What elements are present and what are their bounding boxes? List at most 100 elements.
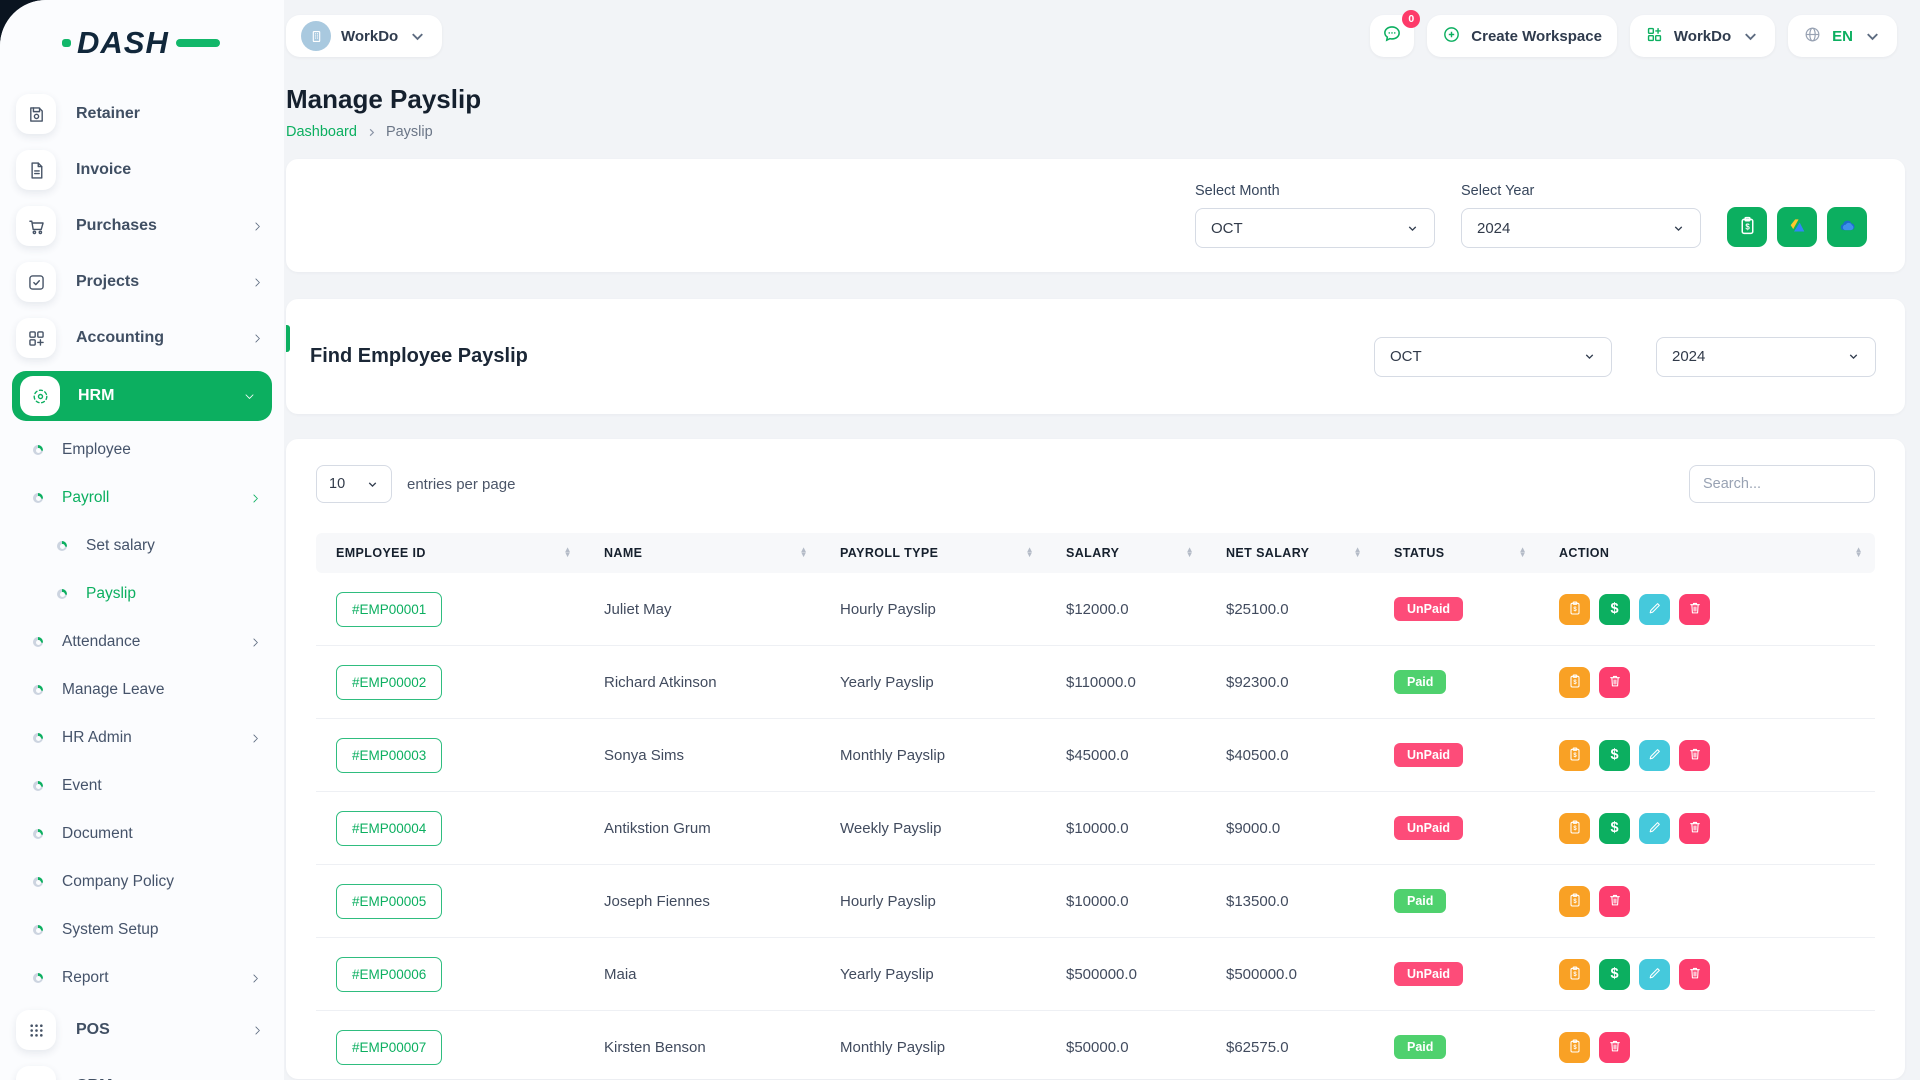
sidebar-item-set-salary[interactable]: Set salary (0, 522, 284, 570)
pencil-icon (1647, 965, 1663, 984)
logo[interactable]: DASH (0, 0, 284, 86)
employee-id-link[interactable]: #EMP00004 (336, 810, 443, 846)
delete-button[interactable] (1599, 1031, 1630, 1063)
delete-button[interactable] (1679, 958, 1710, 990)
pay-button[interactable]: $ (1599, 593, 1630, 625)
delete-button[interactable] (1679, 812, 1710, 844)
sidebar-item-payroll[interactable]: Payroll (0, 474, 284, 522)
sidebar-item-payslip[interactable]: Payslip (0, 570, 284, 618)
column-header-label: STATUS (1394, 546, 1445, 560)
payroll-type-cell: Hourly Payslip (840, 600, 936, 618)
delete-button[interactable] (1679, 739, 1710, 771)
sidebar-item-event[interactable]: Event (0, 762, 284, 810)
delete-button[interactable] (1599, 666, 1630, 698)
logo-text: DASH (77, 25, 169, 60)
sidebar-item-invoice[interactable]: Invoice (0, 142, 284, 198)
language-selector[interactable]: EN (1788, 15, 1897, 57)
search-input[interactable] (1689, 465, 1875, 503)
column-header-payroll-type: PAYROLL TYPE ▲ ▼ (820, 546, 1046, 560)
sort-icon[interactable]: ▲ ▼ (1518, 545, 1527, 559)
employee-id-link[interactable]: #EMP00005 (336, 883, 443, 919)
sidebar-item-pos[interactable]: POS (0, 1002, 284, 1058)
clipboard-icon: $ (1567, 965, 1583, 984)
sidebar-item-system-setup[interactable]: System Setup (0, 906, 284, 954)
employee-id-link[interactable]: #EMP00001 (336, 591, 443, 627)
sidebar-item-projects[interactable]: Projects (0, 254, 284, 310)
edit-button[interactable] (1639, 739, 1670, 771)
language-value: EN (1832, 27, 1853, 45)
sidebar-item-hr-admin[interactable]: HR Admin (0, 714, 284, 762)
payslip-button[interactable]: $ (1559, 812, 1590, 844)
pay-button[interactable]: $ (1599, 739, 1630, 771)
create-workspace-label: Create Workspace (1471, 27, 1602, 45)
employee-id-cell: #EMP00005 (316, 883, 584, 919)
payslip-button[interactable]: $ (1559, 666, 1590, 698)
sidebar-item-crm[interactable]: CRM (0, 1058, 284, 1080)
actions-cell: $ (1539, 1031, 1875, 1063)
payslip-button[interactable]: $ (1559, 593, 1590, 625)
pay-button[interactable]: $ (1599, 812, 1630, 844)
workspace-switcher[interactable]: WorkDo (286, 15, 443, 57)
sidebar-item-label: Manage Leave (62, 681, 165, 698)
sort-icon[interactable]: ▲ ▼ (563, 545, 572, 559)
messages-button[interactable]: 0 (1370, 10, 1421, 57)
chevron-right-icon (249, 636, 262, 649)
employee-id-cell: #EMP00007 (316, 1029, 584, 1065)
column-header-label: NAME (604, 546, 643, 560)
chevron-right-icon (249, 972, 262, 985)
sidebar-item-company-policy[interactable]: Company Policy (0, 858, 284, 906)
sort-icon[interactable]: ▲ ▼ (1185, 545, 1194, 559)
net-salary-cell: $13500.0 (1226, 892, 1289, 910)
sidebar-item-hrm[interactable]: HRM (12, 371, 272, 421)
sidebar-item-retainer[interactable]: Retainer (0, 86, 284, 142)
sidebar-item-manage-leave[interactable]: Manage Leave (0, 666, 284, 714)
chevron-down-icon (366, 478, 379, 491)
pay-button[interactable]: $ (1599, 958, 1630, 990)
create-workspace-button[interactable]: Create Workspace (1427, 15, 1617, 57)
employee-id-link[interactable]: #EMP00002 (336, 664, 443, 700)
payslip-button[interactable]: $ (1559, 739, 1590, 771)
payslip-button[interactable]: $ (1559, 958, 1590, 990)
sidebar-item-label: Accounting (76, 329, 164, 346)
sidebar-item-employee[interactable]: Employee (0, 426, 284, 474)
bullet-icon (33, 685, 43, 695)
month-select[interactable]: OCT (1195, 208, 1435, 248)
payslip-button[interactable]: $ (1559, 1031, 1590, 1063)
delete-button[interactable] (1679, 593, 1710, 625)
sort-icon[interactable]: ▲ ▼ (799, 545, 808, 559)
employee-id-link[interactable]: #EMP00006 (336, 956, 443, 992)
find-month-select[interactable]: OCT (1374, 336, 1612, 377)
onedrive-export-button[interactable] (1827, 207, 1867, 247)
employee-id-link[interactable]: #EMP00003 (336, 737, 443, 773)
bullet-icon (57, 541, 67, 551)
google-drive-export-button[interactable] (1777, 207, 1817, 247)
net-salary-cell: $62575.0 (1226, 1038, 1289, 1056)
year-select[interactable]: 2024 (1461, 208, 1701, 248)
bullet-icon (33, 445, 43, 455)
sidebar-item-purchases[interactable]: Purchases (0, 198, 284, 254)
sidebar-item-label: Report (62, 969, 109, 986)
sidebar-item-document[interactable]: Document (0, 810, 284, 858)
delete-button[interactable] (1599, 885, 1630, 917)
sort-icon[interactable]: ▲ ▼ (1353, 545, 1362, 559)
sidebar-item-attendance[interactable]: Attendance (0, 618, 284, 666)
sidebar-item-accounting[interactable]: Accounting (0, 310, 284, 366)
sidebar-item-report[interactable]: Report (0, 954, 284, 1002)
column-header-label: NET SALARY (1226, 546, 1310, 560)
status-cell: UnPaid (1374, 816, 1539, 840)
svg-text:$: $ (1745, 223, 1750, 232)
svg-text:$: $ (1573, 1045, 1577, 1051)
sort-icon[interactable]: ▲ ▼ (1025, 545, 1034, 559)
page-size-select[interactable]: 10 (316, 465, 392, 503)
status-cell: Paid (1374, 889, 1539, 913)
employee-id-link[interactable]: #EMP00007 (336, 1029, 443, 1065)
workdo-menu-button[interactable]: WorkDo (1629, 15, 1776, 57)
payslip-button[interactable]: $ (1559, 885, 1590, 917)
edit-button[interactable] (1639, 812, 1670, 844)
edit-button[interactable] (1639, 593, 1670, 625)
edit-button[interactable] (1639, 958, 1670, 990)
sort-icon[interactable]: ▲ ▼ (1854, 545, 1863, 559)
find-year-select[interactable]: 2024 (1656, 336, 1876, 377)
bulk-payment-button[interactable]: $ (1727, 207, 1767, 247)
breadcrumb-dashboard-link[interactable]: Dashboard (286, 124, 357, 140)
